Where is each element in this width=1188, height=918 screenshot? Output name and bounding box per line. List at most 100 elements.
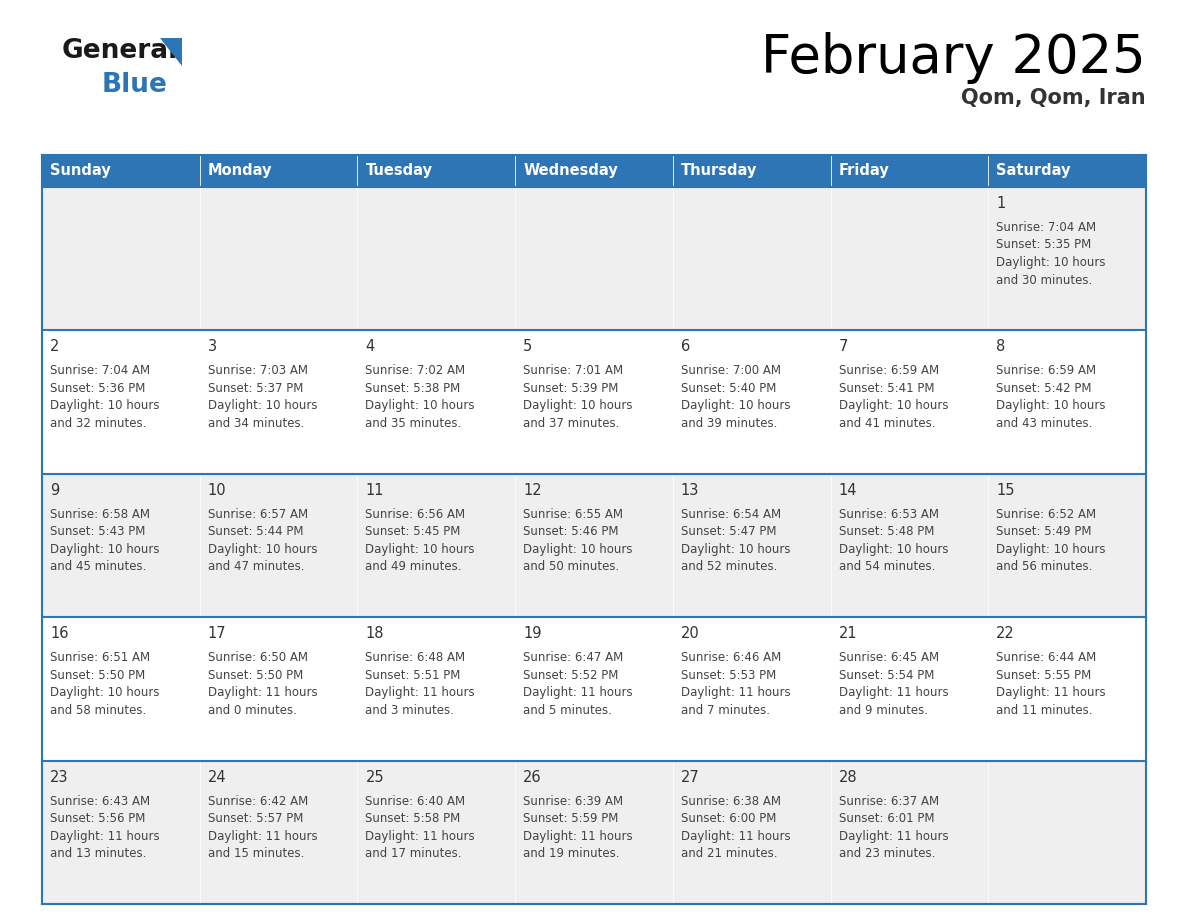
Text: Daylight: 10 hours: Daylight: 10 hours <box>523 543 633 555</box>
Text: and 37 minutes.: and 37 minutes. <box>523 417 619 430</box>
Text: 27: 27 <box>681 769 700 785</box>
Text: and 7 minutes.: and 7 minutes. <box>681 704 770 717</box>
Text: Sunrise: 6:56 AM: Sunrise: 6:56 AM <box>366 508 466 521</box>
Text: and 43 minutes.: and 43 minutes. <box>997 417 1093 430</box>
Text: 11: 11 <box>366 483 384 498</box>
Text: Sunday: Sunday <box>50 163 110 178</box>
Text: and 54 minutes.: and 54 minutes. <box>839 560 935 574</box>
Bar <box>988 155 1146 187</box>
Bar <box>200 187 358 330</box>
Text: Sunrise: 6:43 AM: Sunrise: 6:43 AM <box>50 795 150 808</box>
Text: and 15 minutes.: and 15 minutes. <box>208 847 304 860</box>
Bar <box>672 617 830 761</box>
Text: Sunset: 5:36 PM: Sunset: 5:36 PM <box>50 382 145 395</box>
Bar <box>516 617 672 761</box>
Text: 9: 9 <box>50 483 59 498</box>
Text: Sunset: 5:52 PM: Sunset: 5:52 PM <box>523 668 619 682</box>
Bar <box>358 617 516 761</box>
Text: Sunrise: 6:38 AM: Sunrise: 6:38 AM <box>681 795 781 808</box>
Bar <box>672 187 830 330</box>
Text: and 52 minutes.: and 52 minutes. <box>681 560 777 574</box>
Bar <box>988 474 1146 617</box>
Text: Daylight: 10 hours: Daylight: 10 hours <box>681 399 790 412</box>
Text: and 17 minutes.: and 17 minutes. <box>366 847 462 860</box>
Text: Sunset: 5:39 PM: Sunset: 5:39 PM <box>523 382 619 395</box>
Text: and 32 minutes.: and 32 minutes. <box>50 417 146 430</box>
Bar <box>672 474 830 617</box>
Text: 16: 16 <box>50 626 69 641</box>
Text: Friday: Friday <box>839 163 890 178</box>
Text: Sunset: 5:38 PM: Sunset: 5:38 PM <box>366 382 461 395</box>
Text: Sunrise: 6:37 AM: Sunrise: 6:37 AM <box>839 795 939 808</box>
Text: Sunrise: 6:39 AM: Sunrise: 6:39 AM <box>523 795 624 808</box>
Text: 7: 7 <box>839 340 848 354</box>
Bar <box>358 187 516 330</box>
Text: Daylight: 11 hours: Daylight: 11 hours <box>997 686 1106 700</box>
Text: 5: 5 <box>523 340 532 354</box>
Text: Sunset: 5:37 PM: Sunset: 5:37 PM <box>208 382 303 395</box>
Text: Daylight: 11 hours: Daylight: 11 hours <box>523 686 633 700</box>
Text: Blue: Blue <box>102 72 168 98</box>
Text: Sunset: 5:35 PM: Sunset: 5:35 PM <box>997 239 1092 252</box>
Text: and 49 minutes.: and 49 minutes. <box>366 560 462 574</box>
Text: Sunset: 5:43 PM: Sunset: 5:43 PM <box>50 525 145 538</box>
Text: Sunset: 5:55 PM: Sunset: 5:55 PM <box>997 668 1092 682</box>
Text: Sunset: 5:46 PM: Sunset: 5:46 PM <box>523 525 619 538</box>
Text: Sunrise: 6:45 AM: Sunrise: 6:45 AM <box>839 651 939 665</box>
Text: Sunset: 5:45 PM: Sunset: 5:45 PM <box>366 525 461 538</box>
Text: Daylight: 10 hours: Daylight: 10 hours <box>50 543 159 555</box>
Text: and 21 minutes.: and 21 minutes. <box>681 847 777 860</box>
Bar <box>358 155 516 187</box>
Text: and 30 minutes.: and 30 minutes. <box>997 274 1093 286</box>
Text: General: General <box>62 38 178 64</box>
Text: Daylight: 11 hours: Daylight: 11 hours <box>208 686 317 700</box>
Text: Daylight: 10 hours: Daylight: 10 hours <box>366 399 475 412</box>
Bar <box>516 474 672 617</box>
Text: 24: 24 <box>208 769 227 785</box>
Text: Sunrise: 7:00 AM: Sunrise: 7:00 AM <box>681 364 781 377</box>
Text: Sunrise: 6:48 AM: Sunrise: 6:48 AM <box>366 651 466 665</box>
Text: Daylight: 10 hours: Daylight: 10 hours <box>50 686 159 700</box>
Text: and 5 minutes.: and 5 minutes. <box>523 704 612 717</box>
Text: Sunrise: 7:01 AM: Sunrise: 7:01 AM <box>523 364 624 377</box>
Text: Daylight: 10 hours: Daylight: 10 hours <box>997 256 1106 269</box>
Bar <box>672 155 830 187</box>
Text: 23: 23 <box>50 769 69 785</box>
Text: Sunrise: 6:51 AM: Sunrise: 6:51 AM <box>50 651 150 665</box>
Text: 17: 17 <box>208 626 227 641</box>
Text: and 45 minutes.: and 45 minutes. <box>50 560 146 574</box>
Text: Sunset: 5:58 PM: Sunset: 5:58 PM <box>366 812 461 825</box>
Text: and 56 minutes.: and 56 minutes. <box>997 560 1093 574</box>
Bar <box>516 761 672 904</box>
Bar <box>830 330 988 474</box>
Text: Daylight: 11 hours: Daylight: 11 hours <box>208 830 317 843</box>
Text: Sunrise: 7:04 AM: Sunrise: 7:04 AM <box>50 364 150 377</box>
Text: Daylight: 11 hours: Daylight: 11 hours <box>523 830 633 843</box>
Text: February 2025: February 2025 <box>762 32 1146 84</box>
Text: Daylight: 11 hours: Daylight: 11 hours <box>681 686 790 700</box>
Text: Sunset: 5:44 PM: Sunset: 5:44 PM <box>208 525 303 538</box>
Text: Wednesday: Wednesday <box>523 163 618 178</box>
Text: and 41 minutes.: and 41 minutes. <box>839 417 935 430</box>
Text: Sunset: 5:59 PM: Sunset: 5:59 PM <box>523 812 619 825</box>
Bar <box>200 474 358 617</box>
Bar <box>358 474 516 617</box>
Text: Daylight: 11 hours: Daylight: 11 hours <box>366 686 475 700</box>
Text: Sunrise: 6:59 AM: Sunrise: 6:59 AM <box>839 364 939 377</box>
Text: Daylight: 11 hours: Daylight: 11 hours <box>681 830 790 843</box>
Text: and 58 minutes.: and 58 minutes. <box>50 704 146 717</box>
Bar <box>988 617 1146 761</box>
Text: Sunset: 5:57 PM: Sunset: 5:57 PM <box>208 812 303 825</box>
Bar <box>42 761 200 904</box>
Text: and 50 minutes.: and 50 minutes. <box>523 560 619 574</box>
Bar <box>516 155 672 187</box>
Text: Sunset: 5:56 PM: Sunset: 5:56 PM <box>50 812 145 825</box>
Text: Sunrise: 6:57 AM: Sunrise: 6:57 AM <box>208 508 308 521</box>
Bar <box>200 761 358 904</box>
Text: Monday: Monday <box>208 163 272 178</box>
Text: and 13 minutes.: and 13 minutes. <box>50 847 146 860</box>
Text: Sunrise: 6:52 AM: Sunrise: 6:52 AM <box>997 508 1097 521</box>
Text: 4: 4 <box>366 340 374 354</box>
Text: Daylight: 10 hours: Daylight: 10 hours <box>208 543 317 555</box>
Text: Sunset: 6:00 PM: Sunset: 6:00 PM <box>681 812 776 825</box>
